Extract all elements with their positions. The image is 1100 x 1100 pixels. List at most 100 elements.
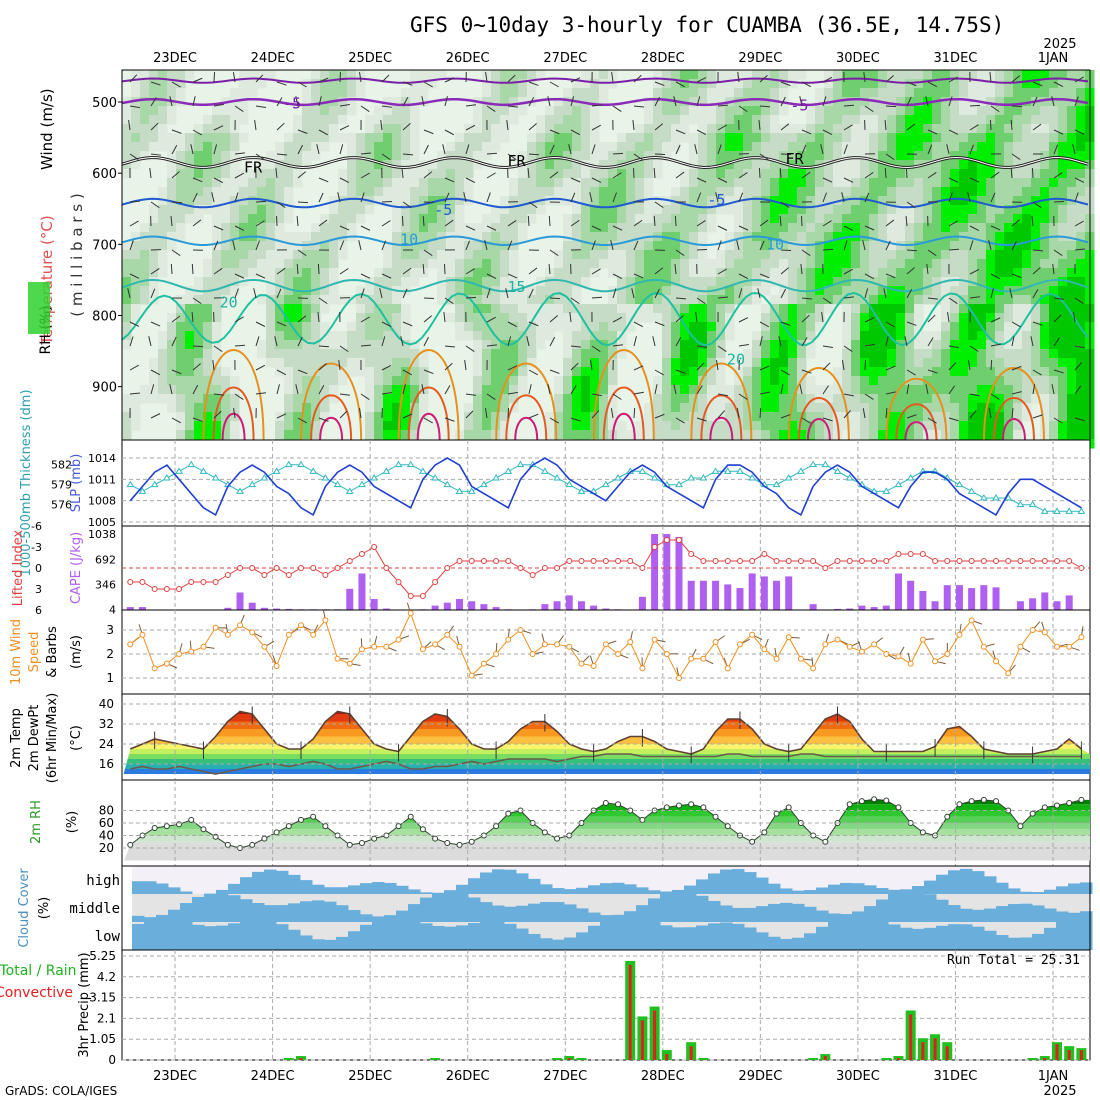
rh-cell <box>230 187 240 197</box>
wind-barb <box>822 220 832 227</box>
rh-cell <box>131 79 141 89</box>
rh-cell <box>1004 196 1014 206</box>
rh-cell <box>509 259 519 269</box>
rh-cell <box>581 259 591 269</box>
wind-barb <box>780 384 784 395</box>
rh-cell <box>662 268 672 278</box>
rh-cell <box>770 340 780 350</box>
rh-cell <box>140 70 150 80</box>
rh-cell <box>662 385 672 395</box>
rh-cell <box>275 358 285 368</box>
rh-cell <box>374 385 384 395</box>
rh-cell <box>1058 322 1068 332</box>
rh-cell <box>1013 349 1023 359</box>
rh-cell <box>1067 214 1077 224</box>
rh-cell <box>509 340 519 350</box>
cape-bar <box>602 608 610 610</box>
rh-cell <box>266 331 276 341</box>
rh-cell <box>1022 115 1032 125</box>
rh-cell <box>635 214 645 224</box>
rh-cell <box>221 151 231 161</box>
rh-cell <box>122 295 132 305</box>
rh-cell <box>950 178 960 188</box>
rh-cell <box>608 313 618 323</box>
rh-cell <box>1058 340 1068 350</box>
rh-cell <box>905 142 915 152</box>
wind-barb <box>633 391 644 395</box>
rh-cell <box>419 376 429 386</box>
thickness-line-marker <box>345 487 354 494</box>
rh-cell <box>716 250 726 260</box>
rh-cell <box>1040 286 1050 296</box>
rh-cell <box>581 403 591 413</box>
rh-cell <box>284 322 294 332</box>
rh-cell <box>923 286 933 296</box>
rh-cell <box>185 421 195 431</box>
rh-cell <box>392 421 402 431</box>
rh-cell <box>698 196 708 206</box>
rh-cell <box>815 259 825 269</box>
rh-cell <box>554 376 564 386</box>
rh-cell <box>878 295 888 305</box>
rh-cell <box>1076 205 1086 215</box>
rh-cell <box>509 214 519 224</box>
rh-cell <box>1076 169 1086 179</box>
rh-cell <box>338 70 348 80</box>
wind-barb <box>528 321 539 327</box>
wind-barb <box>990 171 1000 179</box>
rh-cell <box>356 169 366 179</box>
rh-cell <box>869 412 879 422</box>
rh-cell <box>158 259 168 269</box>
rh-cell <box>842 133 852 143</box>
rh-cell <box>167 403 177 413</box>
rh-cell <box>329 214 339 224</box>
rh-cell <box>833 178 843 188</box>
rh-cell <box>905 151 915 161</box>
rh-cell <box>941 394 951 404</box>
wind-barb <box>339 104 350 107</box>
rh-cell <box>518 187 528 197</box>
rh-cell <box>959 331 969 341</box>
rh-cell <box>581 151 591 161</box>
rh-cell <box>986 394 996 404</box>
wind-barb <box>801 81 812 88</box>
rh-cell <box>788 133 798 143</box>
rh-cell <box>968 295 978 305</box>
rh-cell <box>680 169 690 179</box>
rh-cell <box>509 241 519 251</box>
wind-speed-line-marker <box>712 639 719 645</box>
rh-cell <box>338 205 348 215</box>
wind-barb <box>1032 289 1039 299</box>
rh-cell <box>1004 430 1014 440</box>
rh-cell <box>806 385 816 395</box>
pressure-tick: 500 <box>92 96 117 111</box>
rh-cell <box>779 223 789 233</box>
rh-cell <box>185 169 195 179</box>
wind-barb <box>191 311 194 323</box>
rh-cell <box>797 349 807 359</box>
rh-cell <box>941 286 951 296</box>
rh-cell <box>1067 187 1077 197</box>
rh-cell <box>698 115 708 125</box>
rh-cell <box>338 79 348 89</box>
wind-barb <box>780 414 791 419</box>
rh-cell <box>464 232 474 242</box>
rh-cell <box>572 385 582 395</box>
rh-cell <box>1004 169 1014 179</box>
rh-cell <box>653 160 663 170</box>
wind-barb <box>339 144 344 155</box>
wind-barb <box>759 273 770 279</box>
rh-cell <box>851 286 861 296</box>
rh-cell <box>761 124 771 134</box>
wind-barb <box>780 321 791 326</box>
rh-cell <box>401 232 411 242</box>
rh-cell <box>662 88 672 98</box>
wind-barb <box>948 385 956 395</box>
rh-cell <box>554 196 564 206</box>
wind-barb <box>675 314 684 323</box>
rh-cell <box>176 430 186 440</box>
rh-cell <box>221 241 231 251</box>
rh-cell <box>563 259 573 269</box>
rh-cell <box>644 403 654 413</box>
rh-cell <box>239 259 249 269</box>
